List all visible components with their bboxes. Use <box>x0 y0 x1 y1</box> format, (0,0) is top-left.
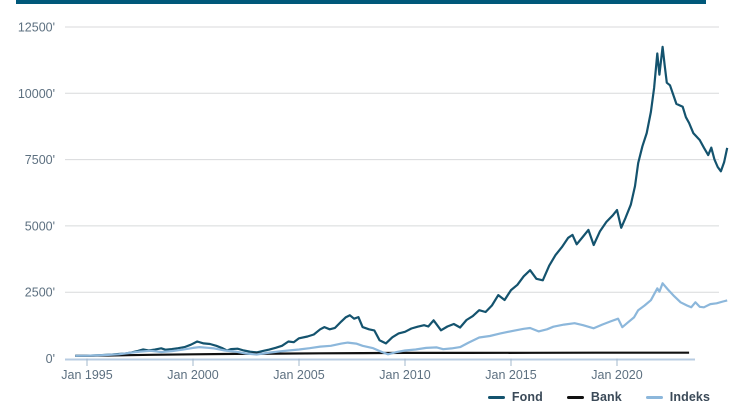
legend-swatch-fond <box>487 395 505 399</box>
x-axis-tick-label: Jan 2005 <box>273 368 324 382</box>
series-line-fond[interactable] <box>75 45 729 357</box>
legend-label-bank: Bank <box>590 390 622 404</box>
x-axis-tick-label: Jan 2020 <box>591 368 642 382</box>
legend-label-fond: Fond <box>511 390 543 404</box>
y-axis-tick-label: 2500' <box>25 286 55 300</box>
legend-swatch-indeks <box>645 395 663 399</box>
legend-swatch-bank <box>566 395 584 399</box>
chart-legend: Fond Bank Indeks <box>487 390 710 404</box>
legend-item-bank[interactable]: Bank <box>566 390 622 404</box>
y-axis-tick-label: 12500' <box>18 21 55 35</box>
top-accent-bar <box>16 0 706 4</box>
series-line-bank[interactable] <box>75 351 690 357</box>
y-axis-tick-label: 10000' <box>18 87 55 101</box>
series-line-indeks[interactable] <box>75 282 728 357</box>
y-axis-tick-label: 5000' <box>25 219 55 233</box>
legend-item-indeks[interactable]: Indeks <box>645 390 710 404</box>
y-axis-tick-label: 0' <box>46 352 55 366</box>
legend-item-fond[interactable]: Fond <box>487 390 543 404</box>
x-axis-tick-label: Jan 2015 <box>485 368 536 382</box>
x-axis-tick-label: Jan 2010 <box>379 368 430 382</box>
legend-label-indeks: Indeks <box>669 390 710 404</box>
y-axis-tick-label: 7500' <box>25 153 55 167</box>
x-axis-tick-label: Jan 2000 <box>167 368 218 382</box>
x-axis-tick-label: Jan 1995 <box>61 368 112 382</box>
